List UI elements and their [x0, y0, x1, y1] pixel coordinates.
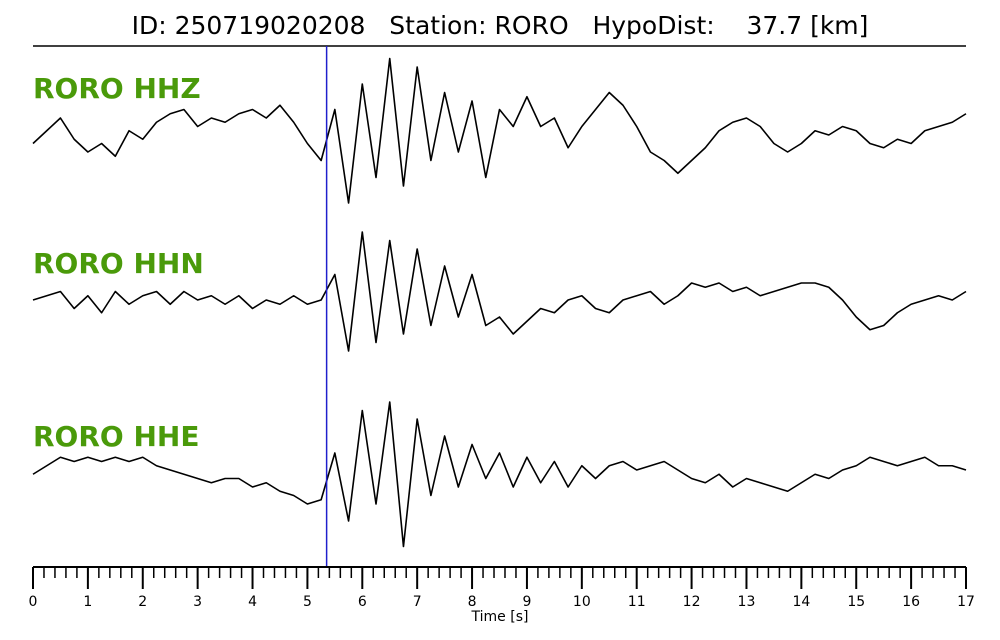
trace-label: RORO HHE [33, 420, 199, 453]
trace [32, 401, 967, 548]
trace [32, 231, 967, 352]
x-tick-label: 5 [303, 594, 312, 610]
x-tick-label: 4 [248, 594, 257, 610]
trace-label: RORO HHN [33, 247, 204, 280]
x-tick-label: 2 [138, 594, 147, 610]
x-tick-label: 0 [29, 594, 38, 610]
trace-label: RORO HHZ [33, 72, 201, 105]
x-tick-label: 1 [83, 594, 92, 610]
x-tick-label: 6 [358, 594, 367, 610]
x-tick-label: 13 [738, 594, 756, 610]
x-axis-label: Time [s] [471, 609, 529, 625]
x-tick-label: 10 [573, 594, 591, 610]
x-tick-label: 7 [413, 594, 422, 610]
x-tick-label: 14 [792, 594, 810, 610]
x-tick-label: 17 [957, 594, 975, 610]
x-tick-label: 12 [683, 594, 701, 610]
x-tick-label: 3 [193, 594, 202, 610]
x-tick-label: 15 [847, 594, 865, 610]
x-tick-label: 11 [628, 594, 646, 610]
x-tick-label: 9 [522, 594, 531, 610]
x-tick-label: 16 [902, 594, 920, 610]
x-tick-label: 8 [468, 594, 477, 610]
chart-title: ID: 250719020208 Station: RORO HypoDist:… [132, 11, 869, 40]
trace [32, 57, 967, 204]
